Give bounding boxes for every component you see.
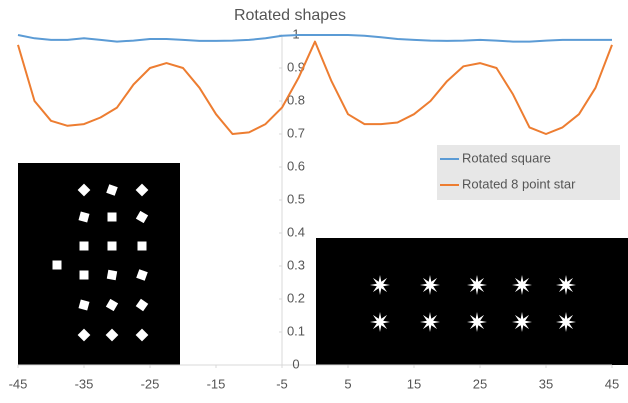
inset-square [78,299,90,311]
inset-square [107,212,117,222]
y-tick-label: 0.7 [287,125,305,140]
chart-title: Rotated shapes [234,7,346,24]
inset-square [135,298,149,312]
y-tick-label: 0.4 [287,224,305,239]
x-tick-label: 15 [407,376,421,391]
legend-label: Rotated square [462,150,551,165]
inset-shapes [52,183,576,342]
x-tick-label: 5 [344,376,351,391]
y-tick-label: 0.9 [287,59,305,74]
x-tick-label: -25 [141,376,160,391]
inset-star [420,275,440,295]
legend-box [437,145,620,200]
inset-square [52,260,62,270]
inset-star [556,275,576,295]
y-tick-label: 0.8 [287,92,305,107]
inset-square [107,241,117,251]
inset-star [556,312,576,332]
legend-label: Rotated 8 point star [462,176,576,191]
x-tick-label: 35 [539,376,553,391]
inset-square [106,184,118,196]
inset-square [78,211,90,223]
y-tick-label: 0.3 [287,257,305,272]
inset-square [79,270,89,280]
y-tick-label: 0 [292,356,299,371]
inset-square [77,328,91,342]
inset-square [135,183,149,197]
series-line [17,40,613,135]
inset-star [370,312,390,332]
inset-square [135,328,149,342]
inset-stars [316,238,628,365]
inset-star [512,312,532,332]
inset-square [137,241,147,251]
inset-star [467,275,487,295]
y-tick-label: 0.2 [287,290,305,305]
inset-square [105,298,119,312]
y-tick-label: 0.6 [287,158,305,173]
x-tick-label: -45 [9,376,28,391]
inset-square [77,183,91,197]
inset-star [420,312,440,332]
inset-star [370,275,390,295]
y-tick-label: 0.1 [287,323,305,338]
y-tick-label: 0.5 [287,191,305,206]
inset-squares [18,163,180,365]
inset-square [79,241,89,251]
inset-square [105,328,119,342]
x-tick-label: -15 [207,376,226,391]
series-line [17,34,612,43]
inset-star [467,312,487,332]
x-tick-label: 45 [605,376,619,391]
x-tick-label: -35 [75,376,94,391]
x-tick-label: 25 [473,376,487,391]
inset-star [512,275,532,295]
x-tick-label: -5 [276,376,288,391]
inset-square [135,210,149,224]
inset-square [136,269,148,281]
y-tick-label: 1 [292,26,299,41]
inset-square [106,269,118,281]
